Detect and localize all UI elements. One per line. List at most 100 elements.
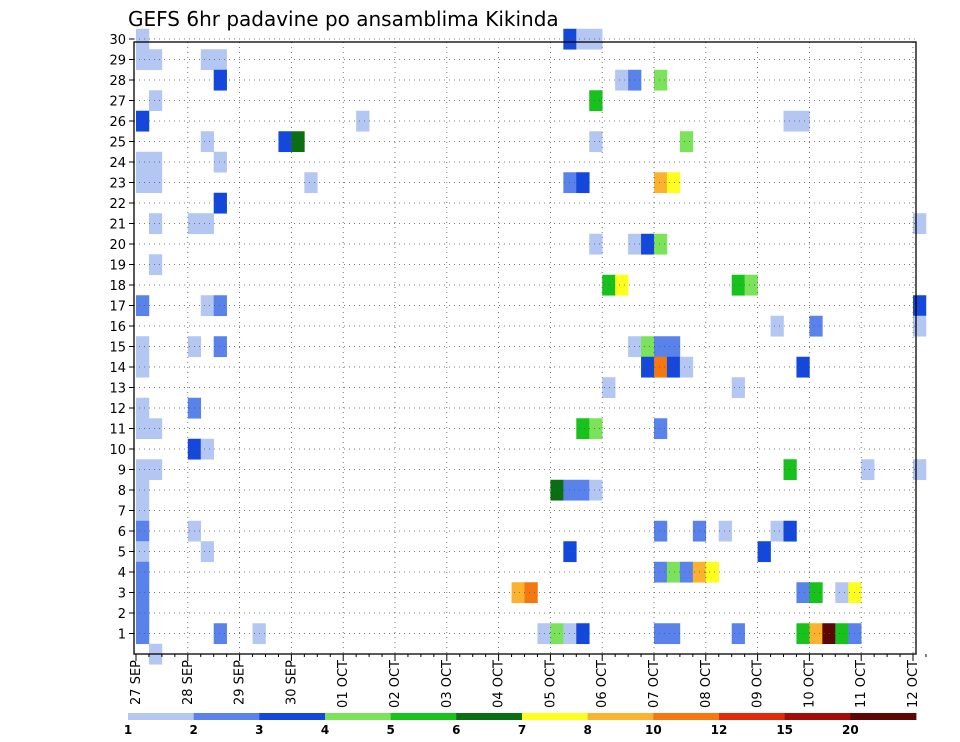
heatmap-cell: [213, 49, 227, 71]
y-tick-label: 13: [109, 382, 126, 397]
heatmap-cell: [136, 336, 150, 358]
legend-swatch: [719, 713, 786, 720]
y-axis: 1234567891011121314151617181920212223242…: [109, 33, 134, 643]
heatmap-cell: [731, 623, 745, 645]
heatmap-cell: [589, 131, 603, 153]
legend-level-label: 8: [583, 723, 591, 737]
x-axis: 27 SEP 28 SEP 29 SEP 30 SEP 01 OCT 02 OCT 03 O…: [129, 654, 927, 708]
heatmap-cell: [136, 541, 150, 563]
heatmap-cell: [654, 233, 668, 255]
heatmap-cell: [770, 520, 784, 542]
heatmap-cell: [654, 623, 668, 645]
heatmap-cell: [200, 438, 214, 460]
heatmap-cell: [731, 377, 745, 399]
heatmap-cell: [136, 28, 150, 50]
legend-swatch: [325, 713, 392, 720]
heatmap-cell: [550, 623, 564, 645]
y-tick-label: 14: [109, 361, 126, 376]
heatmap-cell: [589, 90, 603, 112]
heatmap-cell: [679, 131, 694, 153]
heatmap-cell: [654, 69, 668, 91]
heatmap-cell: [615, 69, 629, 91]
legend-swatch: [128, 713, 195, 720]
y-tick-label: 8: [118, 484, 126, 499]
heatmap-cell: [136, 459, 150, 481]
heatmap-cell: [796, 356, 810, 378]
heatmap-cell: [796, 623, 810, 645]
heatmap-cell: [148, 418, 163, 440]
y-tick-label: 22: [109, 197, 126, 212]
heatmap-cell: [136, 397, 150, 419]
heatmap-cell: [679, 561, 694, 583]
x-tick-label: 07 OCT: [647, 660, 662, 708]
x-tick-label: 01 OCT: [336, 660, 351, 708]
heatmap-cell: [744, 274, 758, 296]
legend-swatch: [456, 713, 523, 720]
y-tick-label: 9: [118, 464, 126, 479]
y-tick-label: 1: [118, 628, 126, 643]
heatmap-cell: [576, 418, 590, 440]
legend-swatch: [193, 713, 260, 720]
heatmap-cell: [602, 274, 616, 296]
legend-level-label: 4: [321, 723, 329, 737]
heatmap-cell: [524, 582, 538, 604]
y-tick-label: 2: [118, 607, 126, 622]
heatmap-cell: [835, 582, 849, 604]
heatmap-cell: [511, 582, 525, 604]
legend-level-label: 6: [452, 723, 460, 737]
y-tick-label: 5: [118, 546, 126, 561]
heatmap-cell: [200, 213, 214, 235]
heatmap-cell: [705, 561, 720, 583]
legend-swatch: [522, 713, 589, 720]
heatmap-cell: [356, 110, 370, 132]
heatmap-cell: [136, 418, 150, 440]
legend-level-label: 5: [386, 723, 394, 737]
y-tick-label: 17: [109, 300, 126, 315]
y-tick-label: 21: [109, 218, 126, 233]
y-tick-label: 19: [109, 259, 126, 274]
heatmap-cell: [213, 151, 227, 173]
heatmap-cell: [770, 315, 784, 337]
heatmap-cell: [213, 623, 227, 645]
heatmap-cell: [589, 418, 603, 440]
x-tick-label: 06 OCT: [595, 660, 610, 708]
heatmap-cell: [809, 315, 823, 337]
heatmap-cell: [136, 295, 150, 317]
heatmap-cell: [148, 213, 163, 235]
x-tick-label: 11 OCT: [854, 660, 869, 708]
heatmap-cell: [213, 336, 227, 358]
legend-level-label: 1: [124, 723, 132, 737]
y-tick-label: 11: [109, 423, 126, 438]
heatmap-cell: [654, 172, 668, 194]
heatmap-cell: [679, 356, 694, 378]
legend-level-label: 2: [189, 723, 197, 737]
grid-lines: [134, 38, 916, 654]
heatmap-cell: [576, 172, 590, 194]
legend-swatch: [784, 713, 851, 720]
heatmap-cell: [136, 172, 150, 194]
heatmap-cell: [576, 623, 590, 645]
legend-swatch: [259, 713, 326, 720]
heatmap-cell: [783, 520, 797, 542]
heatmap-cell: [576, 479, 590, 501]
heatmap-cell: [796, 582, 810, 604]
heatmap-cell: [641, 336, 655, 358]
heatmap-cell: [783, 459, 797, 481]
heatmap-cell: [654, 336, 668, 358]
heatmap-cell: [148, 49, 163, 71]
plot-frame: [133, 41, 917, 655]
y-tick-label: 29: [109, 54, 126, 69]
heatmap-cell: [666, 172, 681, 194]
heatmap-cell: [615, 274, 629, 296]
x-tick-label: 10 OCT: [802, 660, 817, 708]
legend-level-label: 7: [518, 723, 526, 737]
heatmap-cell: [809, 623, 823, 645]
y-tick-label: 18: [109, 279, 126, 294]
y-tick-label: 3: [118, 587, 126, 602]
heatmap-cell: [136, 479, 150, 501]
x-tick-label: 28 SEP: [181, 660, 196, 705]
y-tick-label: 26: [109, 115, 126, 130]
heatmap-cell: [136, 500, 150, 522]
chart-title: GEFS 6hr padavine po ansamblima Kikinda: [128, 7, 559, 31]
